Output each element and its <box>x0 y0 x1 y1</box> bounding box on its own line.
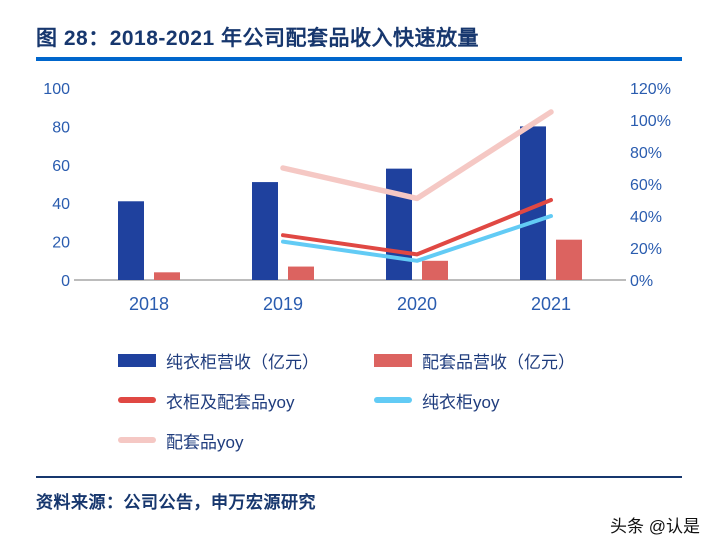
bar-配套品营收（亿元） <box>154 272 180 280</box>
right-axis-tick: 60% <box>630 177 662 194</box>
legend-item-line-lightblue: 纯衣柜yoy <box>374 388 575 412</box>
right-axis-tick: 0% <box>630 273 653 290</box>
legend-label: 配套品yoy <box>166 432 244 452</box>
title-underline <box>36 57 682 61</box>
left-axis-tick: 60 <box>52 158 70 175</box>
combo-chart: 0 20 40 60 80 100 0% 20% 40% 60% 80% 100% 120% 2018 20… <box>30 74 690 328</box>
left-axis-tick: 100 <box>43 81 70 98</box>
legend-label: 纯衣柜yoy <box>422 392 500 412</box>
legend-swatch-line-pink <box>118 437 156 443</box>
legend-item-line-pink: 配套品yoy <box>118 428 374 452</box>
legend-swatch-bar-red <box>374 353 412 367</box>
left-axis-tick: 80 <box>52 119 70 136</box>
legend-label: 衣柜及配套品yoy <box>166 392 295 412</box>
line-配套品yoy <box>280 109 554 202</box>
right-axis-tick: 20% <box>630 241 662 258</box>
x-axis-tick: 2019 <box>263 294 303 314</box>
legend-label: 配套品营收（亿元） <box>422 352 575 372</box>
left-axis-tick: 20 <box>52 235 70 252</box>
legend-label: 纯衣柜营收（亿元） <box>166 352 319 372</box>
legend-item-bar-blue: 纯衣柜营收（亿元） <box>118 348 374 372</box>
x-axis-tick: 2020 <box>397 294 437 314</box>
bar-配套品营收（亿元） <box>288 266 314 280</box>
legend-swatch-bar-blue <box>118 353 156 367</box>
bar-配套品营收（亿元） <box>422 260 448 280</box>
bar-配套品营收（亿元） <box>556 239 582 280</box>
bar-纯衣柜营收（亿元） <box>118 201 144 280</box>
bar-纯衣柜营收（亿元） <box>252 182 278 280</box>
x-axis-tick: 2018 <box>129 294 169 314</box>
left-axis-tick: 0 <box>61 273 70 290</box>
bar-纯衣柜营收（亿元） <box>386 168 412 280</box>
watermark: 头条 @认是 <box>610 517 700 536</box>
right-axis-tick: 100% <box>630 113 671 130</box>
left-axis-tick: 40 <box>52 196 70 213</box>
source-text: 资料来源：公司公告，申万宏源研究 <box>36 493 316 512</box>
footer-divider <box>36 476 682 478</box>
chart-canvas: 0 20 40 60 80 100 0% 20% 40% 60% 80% 100% 120% 2018 20… <box>43 81 671 314</box>
x-axis-tick: 2021 <box>531 294 571 314</box>
right-axis-tick: 40% <box>630 209 662 226</box>
right-axis-tick: 80% <box>630 145 662 162</box>
figure-title: 图 28：2018-2021 年公司配套品收入快速放量 <box>36 27 479 50</box>
legend-item-bar-red: 配套品营收（亿元） <box>374 348 575 372</box>
legend-item-line-red: 衣柜及配套品yoy <box>118 388 374 412</box>
right-axis-tick: 120% <box>630 81 671 98</box>
legend-swatch-line-red <box>118 397 156 403</box>
line-衣柜及配套品yoy <box>281 198 553 257</box>
chart-legend: 纯衣柜营收（亿元） 配套品营收（亿元） 衣柜及配套品yoy 纯衣柜yoy 配套品… <box>118 348 575 452</box>
line-纯衣柜yoy <box>281 214 553 263</box>
legend-swatch-line-lightblue <box>374 397 412 403</box>
